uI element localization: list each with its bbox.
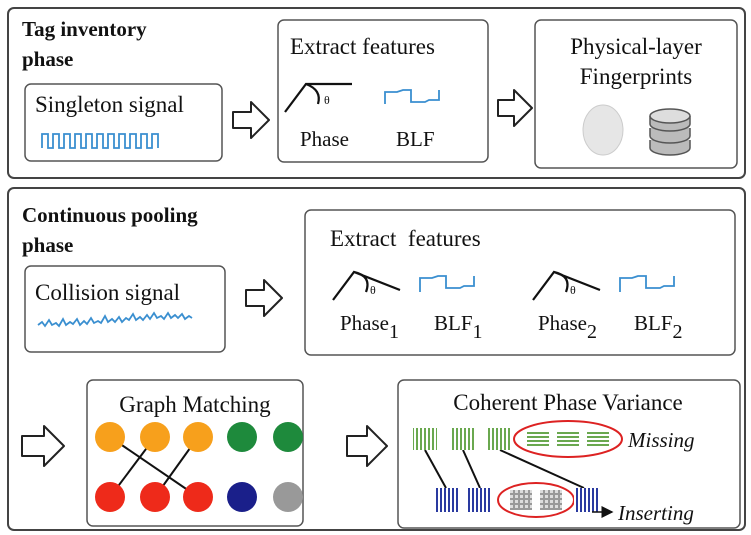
panel-title: Continuous pooling [22,203,198,227]
label-subscript: 1 [473,321,483,343]
label-subscript: 2 [673,321,683,343]
panel-title: phase [22,47,73,71]
angle-symbol: θ [370,283,376,297]
angle-symbol: θ [570,283,576,297]
label-subscript: 2 [587,321,597,343]
panel-title: phase [22,233,73,257]
label-text: BLF [634,311,673,335]
box-label: Fingerprints [580,64,692,89]
label-text: BLF [434,311,473,335]
angle-symbol: θ [324,93,330,107]
feature-label: Phase [300,127,349,151]
diagram: Tag inventory phase Singleton signal Ext… [0,0,751,535]
annotation: Missing [627,428,695,452]
box-label: Collision signal [35,280,180,305]
label-text: Phase [340,311,389,335]
box [25,266,225,352]
annotation: Inserting [617,501,694,525]
box-label: Graph Matching [119,392,271,417]
feature-label: BLF [396,127,435,151]
box-label: Coherent Phase Variance [453,390,683,415]
fingerprint-icon [583,105,623,155]
box-label: Singleton signal [35,92,184,117]
box-label: Extract features [290,34,435,59]
box-label: Extract features [330,226,481,251]
database-icon [650,109,690,155]
box-label: Physical-layer [570,34,702,59]
panel-title: Tag inventory [22,17,147,41]
label-text: Phase [538,311,587,335]
label-subscript: 1 [389,321,399,343]
